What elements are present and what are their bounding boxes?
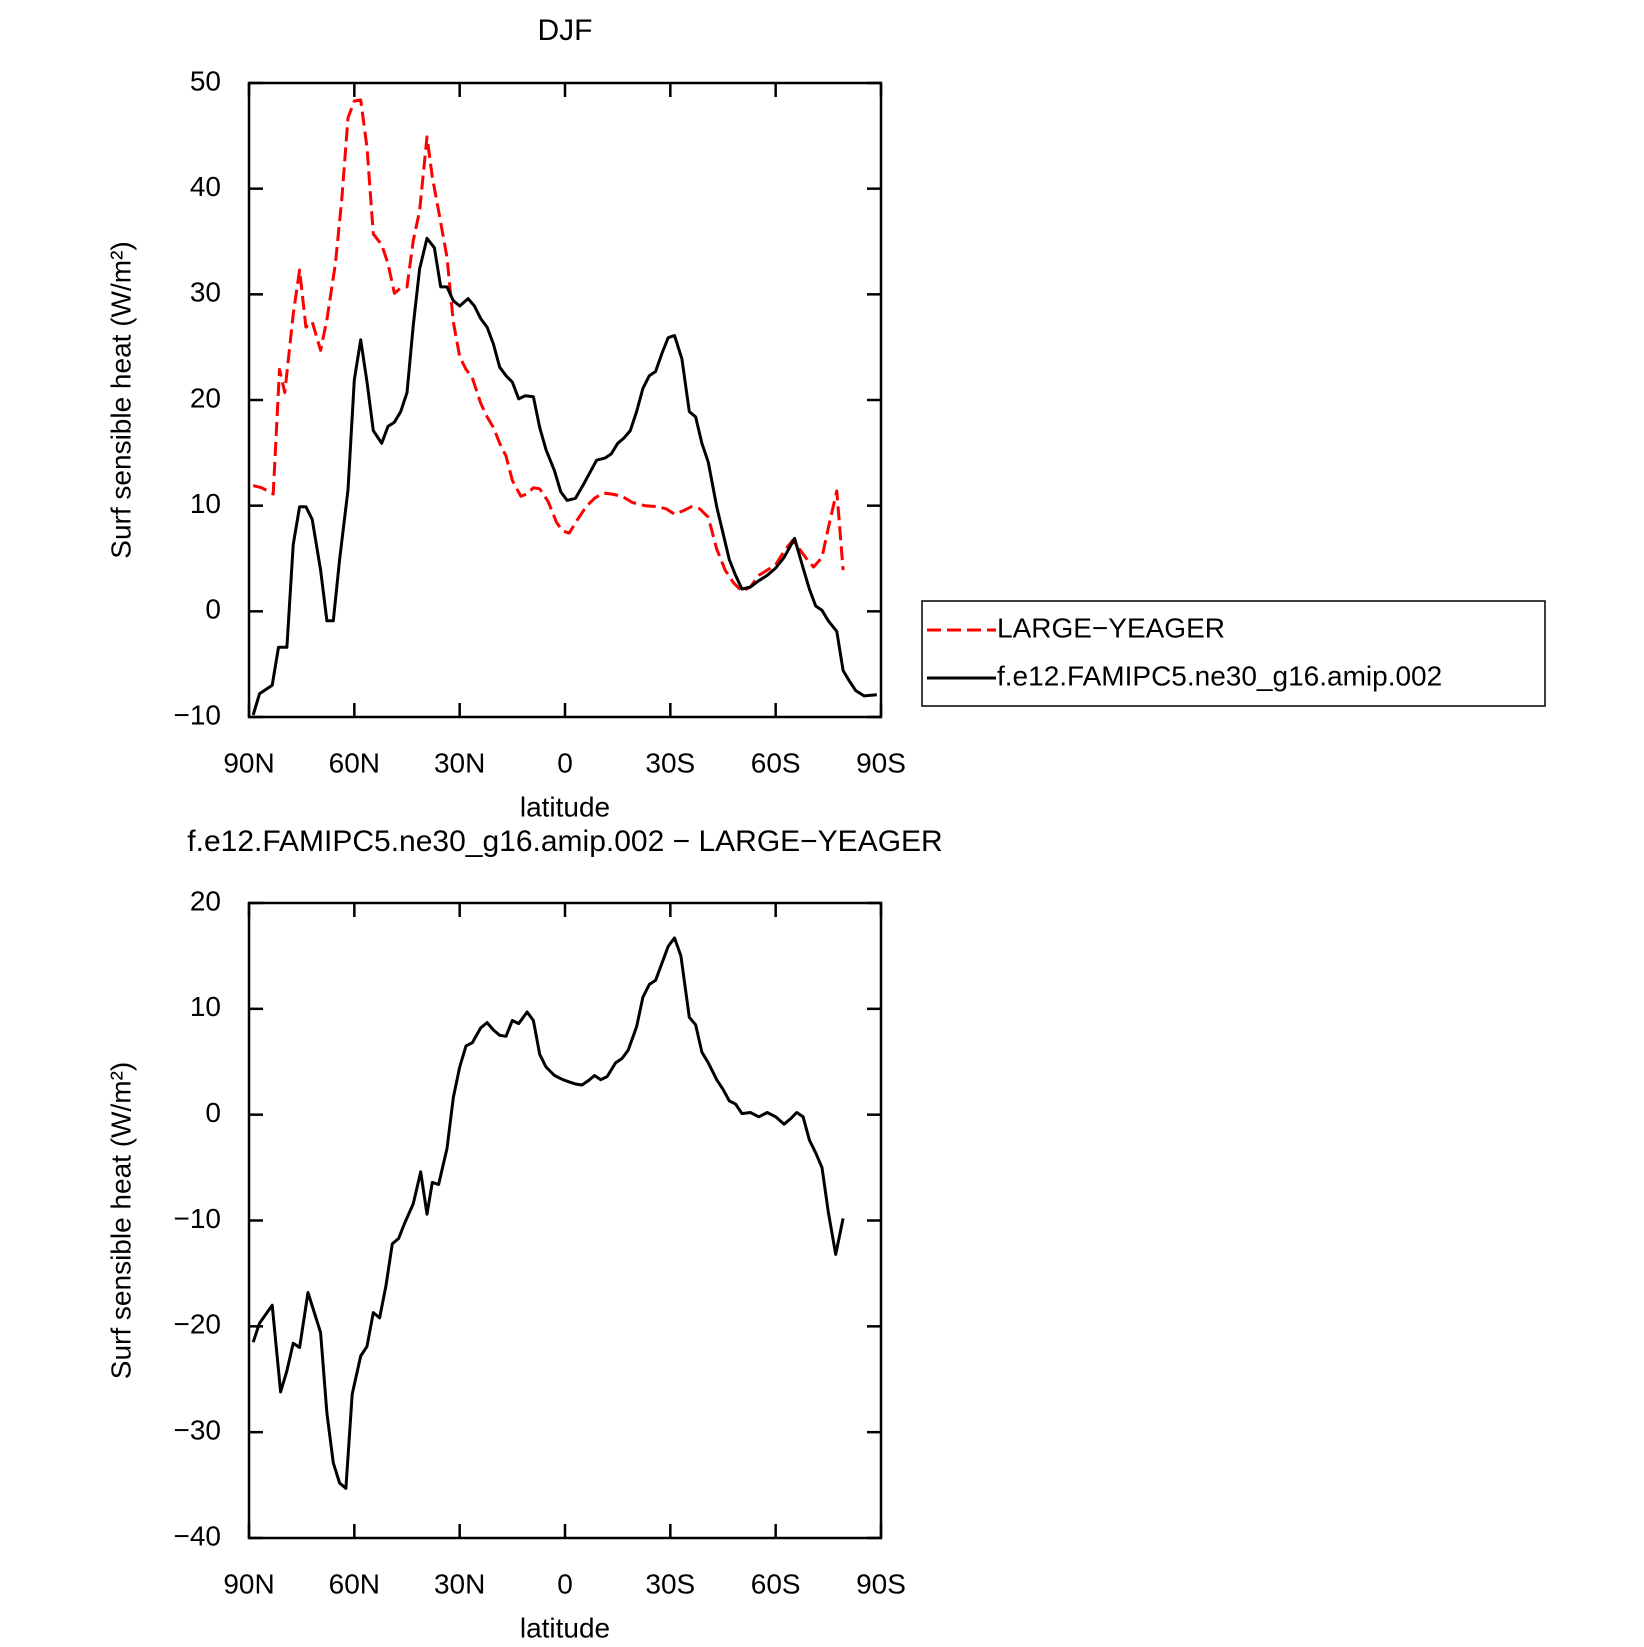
plot: DJF 90N 60N 30N 0 30S 60S 90S −10 0 10 20 30 40 50 lati… [105, 14, 906, 822]
y-tick-label: 0 [205, 594, 221, 625]
legend-label: f.e12.FAMIPC5.ne30_g16.amip.002 [997, 660, 1442, 691]
y-axis-label: Surf sensible heat (W/m²) [105, 241, 136, 558]
x-tick-label: 60S [751, 1568, 801, 1599]
x-axis-label: latitude [520, 1612, 610, 1643]
x-tick-label: 60S [751, 747, 801, 778]
plot-frame [247, 901, 883, 1540]
x-tick-label: 90N [223, 747, 274, 778]
y-tick-label: 50 [190, 65, 221, 96]
data-line [251, 236, 877, 716]
x-tick-label: 30S [645, 747, 695, 778]
x-tick-label: 30N [434, 747, 485, 778]
x-tick-label: 90N [223, 1568, 274, 1599]
plot: f.e12.FAMIPC5.ne30_g16.amip.002 − LARGE−… [105, 825, 942, 1643]
x-tick-label: 0 [557, 747, 573, 778]
y-tick-label: 0 [205, 1097, 221, 1128]
y-tick-label: 10 [190, 991, 221, 1022]
legend-label: LARGE−YEAGER [997, 612, 1225, 643]
y-tick-label: −20 [174, 1309, 222, 1340]
data-line [251, 936, 845, 1490]
y-tick-label: 20 [190, 885, 221, 916]
x-tick-label: 60N [329, 1568, 380, 1599]
legend: LARGE−YEAGER f.e12.FAMIPC5.ne30_g16.amip.… [921, 600, 1546, 707]
y-tick-label: −40 [174, 1520, 222, 1551]
y-tick-label: 10 [190, 488, 221, 519]
x-tick-label: 90S [856, 747, 906, 778]
y-tick-label: 30 [190, 277, 221, 308]
x-axis-label: latitude [520, 791, 610, 822]
chart-title: f.e12.FAMIPC5.ne30_g16.amip.002 − LARGE−… [187, 825, 942, 858]
y-tick-label: 20 [190, 382, 221, 413]
y-tick-label: −30 [174, 1415, 222, 1446]
y-tick-label: −10 [174, 699, 222, 730]
data-line [252, 98, 845, 593]
x-tick-label: 30N [434, 1568, 485, 1599]
y-tick-label: −10 [174, 1203, 222, 1234]
chart-title: DJF [538, 14, 593, 47]
x-tick-label: 30S [645, 1568, 695, 1599]
y-tick-label: 40 [190, 171, 221, 202]
y-axis-label: Surf sensible heat (W/m²) [105, 1062, 136, 1379]
x-tick-label: 90S [856, 1568, 906, 1599]
x-tick-label: 0 [557, 1568, 573, 1599]
legend-box [921, 600, 1546, 707]
x-tick-label: 60N [329, 747, 380, 778]
